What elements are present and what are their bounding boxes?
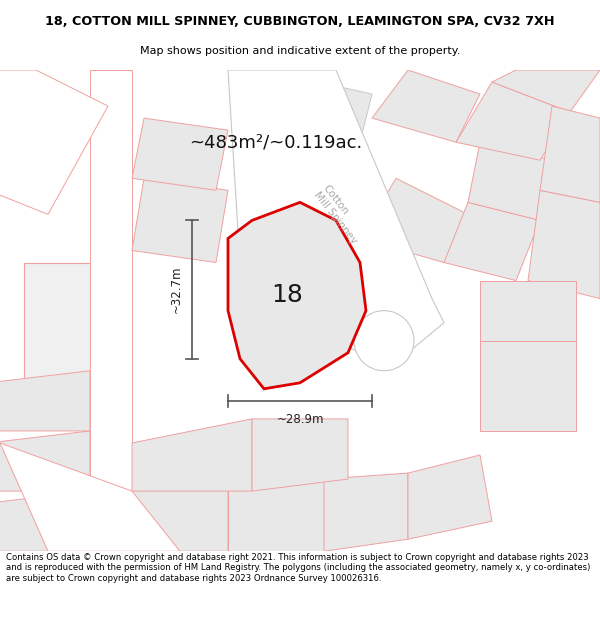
Polygon shape <box>0 443 180 551</box>
Text: ~483m²/~0.119ac.: ~483m²/~0.119ac. <box>190 133 362 151</box>
Polygon shape <box>492 70 600 112</box>
Polygon shape <box>252 419 348 491</box>
Polygon shape <box>480 341 576 431</box>
Polygon shape <box>132 479 228 551</box>
Polygon shape <box>0 491 90 551</box>
Polygon shape <box>228 202 366 389</box>
Text: 18: 18 <box>271 283 303 308</box>
Polygon shape <box>0 431 90 491</box>
Polygon shape <box>252 82 300 130</box>
Polygon shape <box>324 473 408 551</box>
Circle shape <box>354 311 414 371</box>
Text: ~32.7m: ~32.7m <box>170 266 183 313</box>
Polygon shape <box>360 178 468 262</box>
Polygon shape <box>228 479 324 551</box>
Polygon shape <box>0 70 108 214</box>
Text: Cotton
Mill Spinney: Cotton Mill Spinney <box>312 183 368 246</box>
Polygon shape <box>456 82 570 160</box>
Polygon shape <box>540 106 600 202</box>
Polygon shape <box>228 70 444 359</box>
Polygon shape <box>372 70 480 142</box>
Polygon shape <box>24 262 108 382</box>
Polygon shape <box>528 190 600 299</box>
Polygon shape <box>132 419 252 491</box>
Polygon shape <box>90 70 132 551</box>
Text: 18, COTTON MILL SPINNEY, CUBBINGTON, LEAMINGTON SPA, CV32 7XH: 18, COTTON MILL SPINNEY, CUBBINGTON, LEA… <box>45 16 555 28</box>
Polygon shape <box>312 82 372 142</box>
Polygon shape <box>132 178 228 262</box>
Polygon shape <box>468 142 552 221</box>
Polygon shape <box>444 202 540 281</box>
Text: Map shows position and indicative extent of the property.: Map shows position and indicative extent… <box>140 46 460 56</box>
Text: ~28.9m: ~28.9m <box>276 413 324 426</box>
Polygon shape <box>408 455 492 539</box>
Text: Contains OS data © Crown copyright and database right 2021. This information is : Contains OS data © Crown copyright and d… <box>6 552 590 582</box>
Polygon shape <box>0 82 72 148</box>
Polygon shape <box>132 118 228 190</box>
Polygon shape <box>480 281 576 341</box>
Polygon shape <box>0 371 90 431</box>
